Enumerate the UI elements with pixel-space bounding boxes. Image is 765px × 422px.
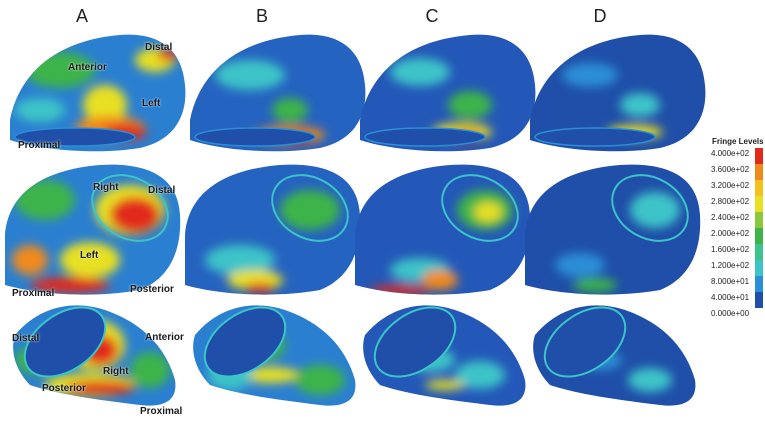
legend-band-3	[755, 180, 763, 196]
label-right-row3: Right	[103, 366, 129, 377]
label-posterior-row2: Posterior	[130, 284, 174, 295]
legend-tick-11: 0.000e+00	[711, 310, 749, 318]
legend-band-6	[755, 228, 763, 244]
legend-tick-4: 2.800e+02	[711, 198, 749, 206]
label-distal-row3: Distal	[12, 333, 39, 344]
legend-tick-5: 2.400e+02	[711, 214, 749, 222]
legend-tick-1: 4.000e+02	[711, 150, 749, 158]
map-row2-col-d	[520, 150, 720, 310]
legend-tick-2: 3.600e+02	[711, 166, 749, 174]
label-anterior-row3: Anterior	[145, 332, 184, 343]
map-row2-col-c	[350, 150, 550, 310]
label-proximal-row1: Proximal	[18, 140, 60, 151]
legend-band-1	[755, 148, 763, 164]
fringe-legend-bar	[755, 148, 763, 308]
legend-band-7	[755, 244, 763, 260]
legend-tick-7: 1.600e+02	[711, 246, 749, 254]
label-proximal-row3: Proximal	[140, 406, 182, 417]
map-row2-col-b	[180, 150, 380, 310]
label-posterior-row3: Posterior	[42, 383, 86, 394]
legend-band-9	[755, 276, 763, 292]
legend-tick-6: 2.000e+02	[711, 230, 749, 238]
label-distal-row1: Distal	[145, 42, 172, 53]
legend-title: Fringe Levels	[712, 137, 764, 146]
legend-band-4	[755, 196, 763, 212]
label-anterior-row1: Anterior	[68, 62, 107, 73]
legend-band-8	[755, 260, 763, 276]
label-distal-row2: Distal	[148, 185, 175, 196]
legend-tick-10: 4.000e+01	[711, 294, 749, 302]
label-proximal-row2: Proximal	[12, 288, 54, 299]
legend-band-2	[755, 164, 763, 180]
label-left-row1: Left	[142, 98, 160, 109]
legend-band-5	[755, 212, 763, 228]
legend-tick-9: 8.000e+01	[711, 278, 749, 286]
label-left-row2: Left	[80, 250, 98, 261]
legend-band-10	[755, 292, 763, 308]
legend-tick-3: 3.200e+02	[711, 182, 749, 190]
label-right-row2: Right	[93, 182, 119, 193]
legend-tick-8: 1.200e+02	[711, 262, 749, 270]
